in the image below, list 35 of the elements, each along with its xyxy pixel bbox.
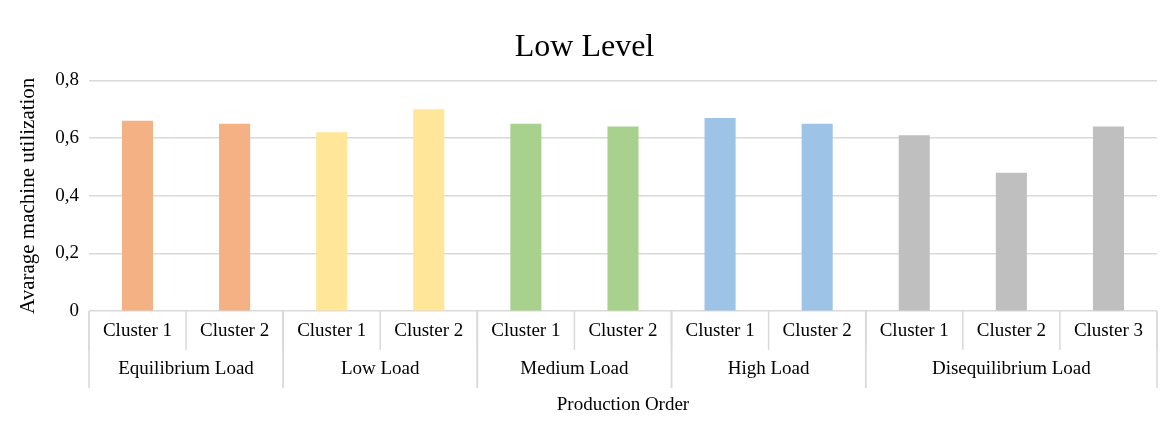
bar bbox=[898, 135, 930, 311]
x-tick-label: Cluster 1 bbox=[491, 318, 561, 340]
bar bbox=[413, 109, 445, 311]
bar bbox=[510, 123, 542, 311]
x-axis-title: Production Order bbox=[556, 392, 690, 414]
x-tick-label: Cluster 2 bbox=[976, 318, 1046, 340]
y-tick-label: 0,6 bbox=[55, 126, 79, 148]
bar bbox=[121, 120, 154, 311]
text: Medium Load bbox=[520, 356, 630, 378]
y-axis-title: Avarage machine utilization bbox=[15, 77, 40, 314]
x-tick-label: Cluster 1 bbox=[102, 318, 173, 340]
x-tick-label: Cluster 3 bbox=[1073, 318, 1144, 340]
bar bbox=[316, 132, 348, 311]
x-tick-label: Cluster 2 bbox=[200, 318, 270, 340]
x-tick-label: Cluster 2 bbox=[394, 318, 464, 340]
chart-title: Low Level bbox=[514, 26, 655, 63]
bar bbox=[995, 172, 1027, 311]
bar bbox=[704, 117, 736, 311]
y-tick-label: 0,4 bbox=[55, 183, 80, 205]
y-tick-label: 0,8 bbox=[55, 68, 79, 90]
x-tick-label: Cluster 2 bbox=[782, 318, 852, 340]
x-tick-label: Cluster 1 bbox=[685, 318, 755, 340]
y-tick-label: 0,2 bbox=[55, 241, 79, 263]
y-tick-label: 0 bbox=[69, 299, 79, 321]
x-tick-label: Cluster 1 bbox=[297, 318, 367, 340]
text: High Load bbox=[727, 356, 811, 378]
bar bbox=[219, 123, 251, 311]
x-tick-label: Cluster 2 bbox=[588, 318, 658, 340]
text: Equilibrium Load bbox=[118, 356, 255, 378]
x-tick-label: Cluster 1 bbox=[879, 318, 949, 340]
text: Disequilibrium Load bbox=[931, 356, 1092, 378]
bar bbox=[1092, 126, 1124, 311]
bar bbox=[801, 123, 833, 311]
bar bbox=[607, 126, 639, 311]
text: Low Load bbox=[340, 356, 421, 378]
